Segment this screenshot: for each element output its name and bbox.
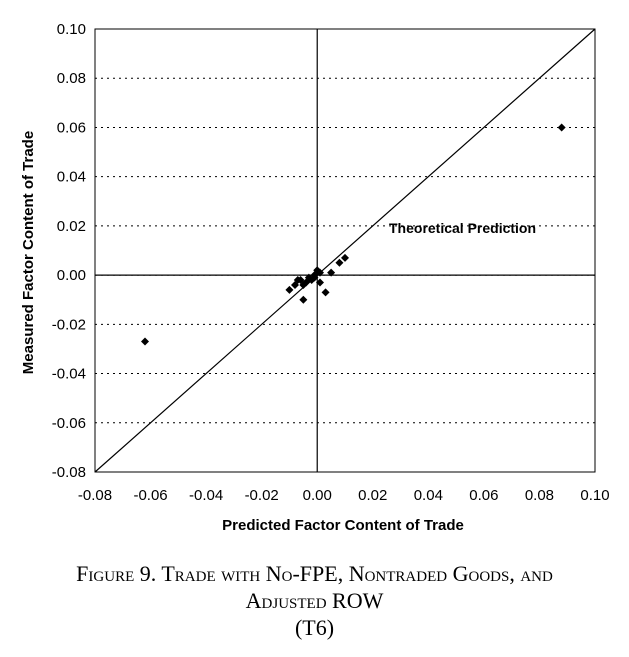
data-point-18 — [310, 273, 319, 282]
y-tick-label-0: 0.10 — [57, 21, 86, 38]
y-tick-label-1: 0.08 — [57, 70, 86, 87]
data-point-19 — [316, 268, 324, 277]
data-point-16 — [285, 285, 294, 294]
data-point-15 — [291, 280, 299, 289]
y-tick-label-4: 0.02 — [57, 218, 86, 235]
theoretical-prediction-label: Theoretical Prediction — [389, 220, 536, 236]
data-point-7 — [316, 278, 324, 287]
y-tick-label-3: 0.04 — [57, 169, 86, 186]
plot-frame — [94, 28, 596, 473]
x-tick-label-6: 0.04 — [414, 487, 443, 504]
theoretical-prediction-line — [94, 28, 596, 473]
y-tick-label-8: -0.06 — [52, 415, 86, 432]
figure-caption-line-2: Adjusted ROW — [245, 588, 384, 613]
x-tick-labels: -0.08 -0.06 -0.04 -0.02 0.00 0.02 0.04 0.06 0.08… — [78, 487, 610, 504]
y-tick-label-5: 0.00 — [57, 267, 86, 284]
x-tick-label-0: -0.08 — [78, 487, 112, 504]
data-point-17 — [299, 295, 308, 304]
y-axis-title: Measured Factor Content of Trade — [20, 131, 37, 374]
data-point-0 — [557, 123, 566, 132]
data-points — [141, 123, 566, 346]
figure-caption-line-1: Figure 9. Trade with No-FPE, Nontraded G… — [76, 561, 553, 586]
y-tick-label-7: -0.04 — [52, 366, 86, 383]
x-tick-label-1: -0.06 — [133, 487, 167, 504]
scatter-chart: -0.08 -0.06 -0.04 -0.02 0.00 0.02 0.04 0.06 0.08… — [20, 21, 610, 534]
x-tick-label-2: -0.04 — [189, 487, 223, 504]
y-tick-label-2: 0.06 — [57, 119, 86, 136]
data-point-2 — [341, 253, 349, 262]
data-point-5 — [321, 288, 330, 297]
x-tick-label-7: 0.06 — [469, 487, 498, 504]
data-point-4 — [327, 268, 336, 277]
x-tick-label-4: 0.00 — [303, 487, 332, 504]
y-tick-label-6: -0.02 — [52, 316, 86, 333]
y-tick-label-9: -0.08 — [52, 464, 86, 481]
x-tick-label-8: 0.08 — [525, 487, 554, 504]
data-point-3 — [335, 258, 344, 267]
figure-caption-line-3: (T6) — [294, 615, 335, 640]
data-point-1 — [141, 337, 149, 346]
zero-axes — [95, 29, 595, 472]
y-tick-labels: 0.10 0.08 0.06 0.04 0.02 0.00 -0.02 -0.04 -0.06 -… — [52, 21, 86, 481]
x-tick-label-9: 0.10 — [580, 487, 609, 504]
x-tick-label-5: 0.02 — [358, 487, 387, 504]
x-axis-title: Predicted Factor Content of Trade — [222, 517, 464, 534]
x-tick-label-3: -0.02 — [245, 487, 279, 504]
